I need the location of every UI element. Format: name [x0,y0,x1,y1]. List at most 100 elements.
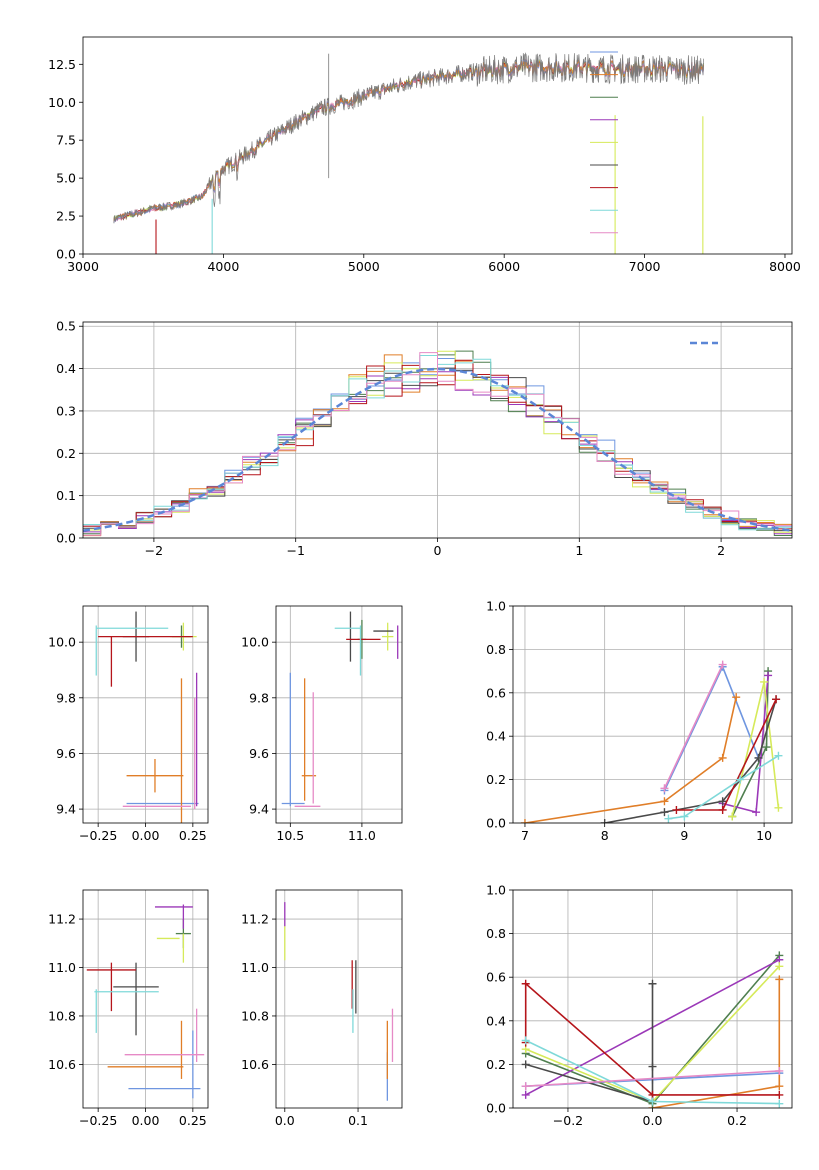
y-tick-label: 10.0 [48,635,76,650]
weight-line [524,981,780,1096]
x-tick-label: 0.0 [643,1113,663,1128]
chart-age-vs-mass: 10.5 11.0 9.4 9.6 9.8 10.0 [241,605,403,843]
weight-marker [600,819,609,823]
y-tick-label: 0.8 [486,926,506,941]
weight-marker [775,975,784,984]
x-tick-label: 0.1 [348,1113,368,1128]
weight-marker [775,962,784,971]
weight-marker [718,797,727,806]
y-tick-label: 0.2 [486,772,506,787]
legend [590,51,618,234]
axes-frame: 7 8 9 10 0.0 0.2 0.4 0.6 0.8 1.0 [486,599,793,843]
axes-border [82,889,209,1109]
normal-curve [83,367,792,532]
weight-marker [672,805,681,814]
chart-mass-weight-vs-age: 7 8 9 10 0.0 0.2 0.4 0.6 0.8 1.0 [486,599,793,843]
weight-line [668,755,779,820]
weight-marker [772,695,781,704]
weight-marker [718,660,727,669]
chart-mass-weight-vs-Z: −0.2 0.0 0.2 0.0 0.2 0.4 0.6 0.8 1.0 [486,883,793,1128]
weight-marker [521,1036,530,1045]
weight-marker [520,819,529,823]
x-tick-label: 11.0 [348,828,376,843]
y-tick-label: 11.0 [48,960,76,975]
x-tick-label: 0.25 [179,828,207,843]
x-tick-label: 10.5 [276,828,304,843]
weight-marker [736,775,745,784]
weight-marker [718,753,727,762]
x-tick-label: −0.25 [79,828,117,843]
axes-frame: −0.25 0.00 0.25 10.6 10.8 11.0 11.2 [48,889,209,1128]
y-tick-label: 0.0 [56,247,76,262]
weight-marker [648,1097,657,1106]
y-tick-label: 10.8 [48,1008,76,1023]
axes-frame: 3000 4000 5000 6000 7000 8000 0.0 2.5 5.0 7.5 10.0… [48,36,801,274]
y-tick-label: 11.2 [48,912,76,927]
y-tick-label: 9.4 [56,802,76,817]
weight-line [524,696,737,823]
x-tick-label: 8000 [769,259,801,274]
x-tick-label: 8 [601,828,609,843]
y-tick-label: 11.2 [241,912,269,927]
y-tick-label: 0.4 [486,1013,506,1028]
x-tick-label: 0.0 [275,1113,295,1128]
plot-area [284,902,394,1101]
y-tick-label: 0.4 [486,729,506,744]
y-tick-label: 9.8 [249,690,269,705]
y-tick-label: 10.0 [48,95,76,110]
x-tick-label: 5000 [348,259,380,274]
y-tick-label: 2.5 [56,209,76,224]
weight-marker [775,1066,784,1075]
plot-area [86,904,205,1099]
weight-line [663,664,724,789]
x-tick-label: −2 [145,543,163,558]
weight-marker [521,1060,530,1069]
weight-marker [521,1082,530,1091]
y-tick-label: 0.0 [56,531,76,546]
weight-marker [680,812,689,821]
weight-marker [660,797,669,806]
plot-area [95,611,199,823]
y-tick-label: 5.0 [56,171,76,186]
axes-frame: −0.25 0.00 0.25 9.4 9.6 9.8 10.0 [48,605,209,843]
y-tick-label: 12.5 [48,57,76,72]
y-tick-label: 0.6 [486,685,506,700]
y-tick-label: 7.5 [56,133,76,148]
weight-marker [774,803,783,812]
y-tick-label: 9.6 [249,746,269,761]
weight-line [525,1070,780,1087]
axes-border [512,605,793,824]
weight-marker [648,1062,657,1071]
chart-spectrum: 3000 4000 5000 6000 7000 8000 0.0 2.5 5.0 7.5 10.0… [48,36,801,274]
y-tick-label: 10.0 [241,635,269,650]
plot-area [281,611,399,807]
x-tick-label: 7000 [629,259,661,274]
y-tick-label: 0.6 [486,970,506,985]
x-tick-label: 0.25 [179,1113,207,1128]
y-tick-label: 1.0 [486,599,506,614]
weight-marker [521,979,530,988]
weight-marker [664,814,673,823]
axes-frame: 10.5 11.0 9.4 9.6 9.8 10.0 [241,605,403,843]
x-tick-label: −1 [286,543,304,558]
x-tick-label: −0.2 [553,1113,583,1128]
weight-marker [660,784,669,793]
weight-marker [648,979,657,988]
weight-marker [762,743,771,752]
x-tick-label: 0.00 [132,828,160,843]
weight-marker [732,693,741,702]
x-tick-label: 0.2 [727,1113,747,1128]
weight-marker [760,677,769,686]
weight-marker [718,805,727,814]
x-tick-label: 2 [717,543,725,558]
y-tick-label: 0.4 [56,361,76,376]
weight-marker [728,812,737,821]
weight-marker [752,808,761,817]
y-tick-label: 11.0 [241,960,269,975]
plot-area [113,52,704,254]
plot-area [521,951,784,1108]
y-tick-label: 0.2 [56,446,76,461]
y-tick-label: 9.6 [56,746,76,761]
plot-area [83,350,792,537]
